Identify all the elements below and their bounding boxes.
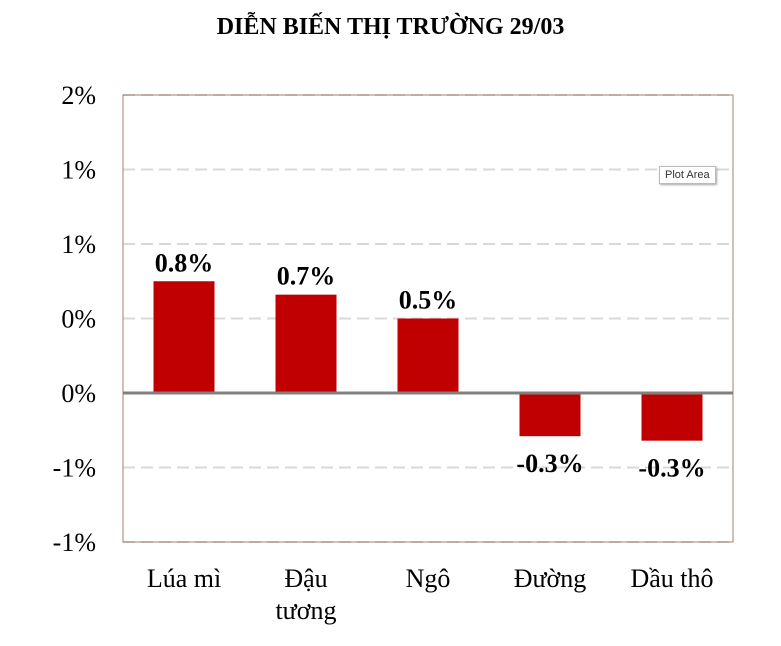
- y-tick-label: -1%: [53, 454, 96, 483]
- data-label: -0.3%: [516, 449, 583, 478]
- data-label: 0.8%: [155, 248, 214, 277]
- y-tick-label: 0%: [61, 379, 96, 408]
- chart-title: DIỄN BIẾN THỊ TRƯỜNG 29/03: [216, 14, 565, 40]
- y-tick-label: 1%: [61, 156, 96, 185]
- bar: [519, 393, 581, 437]
- x-category-label: Đậu: [284, 564, 327, 593]
- x-category-label: Dầu thô: [630, 564, 713, 593]
- bars: [153, 281, 703, 441]
- data-labels: 0.8% 0.7% 0.5% -0.3% -0.3%: [155, 248, 706, 482]
- data-label: -0.3%: [638, 454, 705, 483]
- y-tick-label: -1%: [53, 528, 96, 557]
- y-tick-label: 1%: [61, 230, 96, 259]
- bar: [397, 318, 459, 393]
- plot-area[interactable]: [122, 94, 734, 543]
- bar: [641, 393, 703, 441]
- x-category-label: Ngô: [406, 564, 451, 593]
- y-tick-label: 0%: [61, 305, 96, 334]
- data-label: 0.5%: [399, 286, 458, 315]
- x-axis-categories: Lúa mì Đậu tương Ngô Đường Dầu thô: [147, 564, 714, 625]
- x-category-label: Đường: [514, 564, 587, 593]
- data-label: 0.7%: [277, 262, 336, 291]
- y-axis-ticks: 2% 1% 1% 0% 0% -1% -1%: [53, 81, 96, 557]
- bar: [153, 281, 215, 393]
- y-tick-label: 2%: [61, 81, 96, 110]
- bar: [275, 294, 337, 393]
- x-category-label: tương: [275, 596, 336, 625]
- x-category-label: Lúa mì: [147, 564, 221, 593]
- plot-area-tooltip: Plot Area: [659, 166, 716, 184]
